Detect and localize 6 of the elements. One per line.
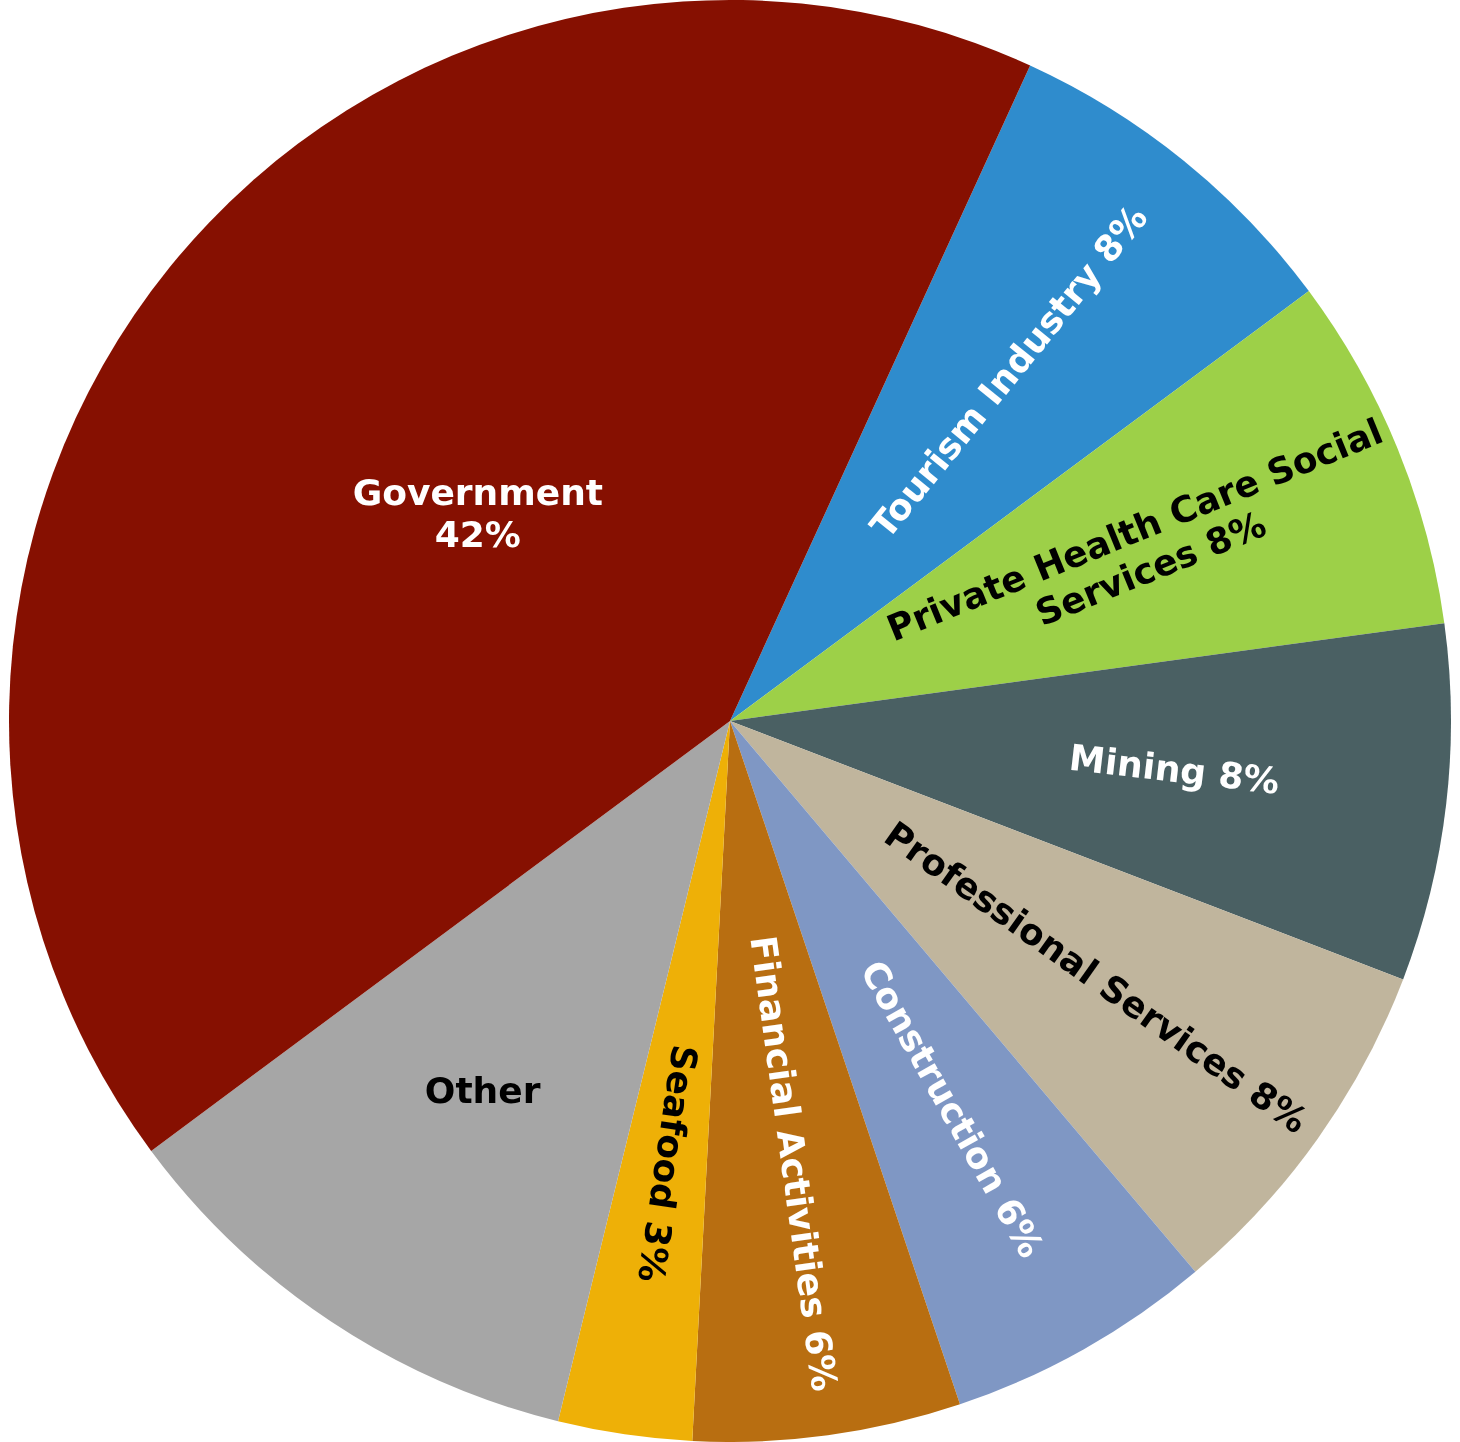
slice-label: Government: [352, 472, 604, 514]
slice-label: Financial Activities 6%: [742, 933, 846, 1394]
data-label: 42%: [434, 514, 521, 556]
slice-label: Seafood 3%: [630, 1042, 706, 1285]
slice-label: Other: [424, 1069, 541, 1111]
slice-label: Mining 8%: [1067, 736, 1282, 802]
